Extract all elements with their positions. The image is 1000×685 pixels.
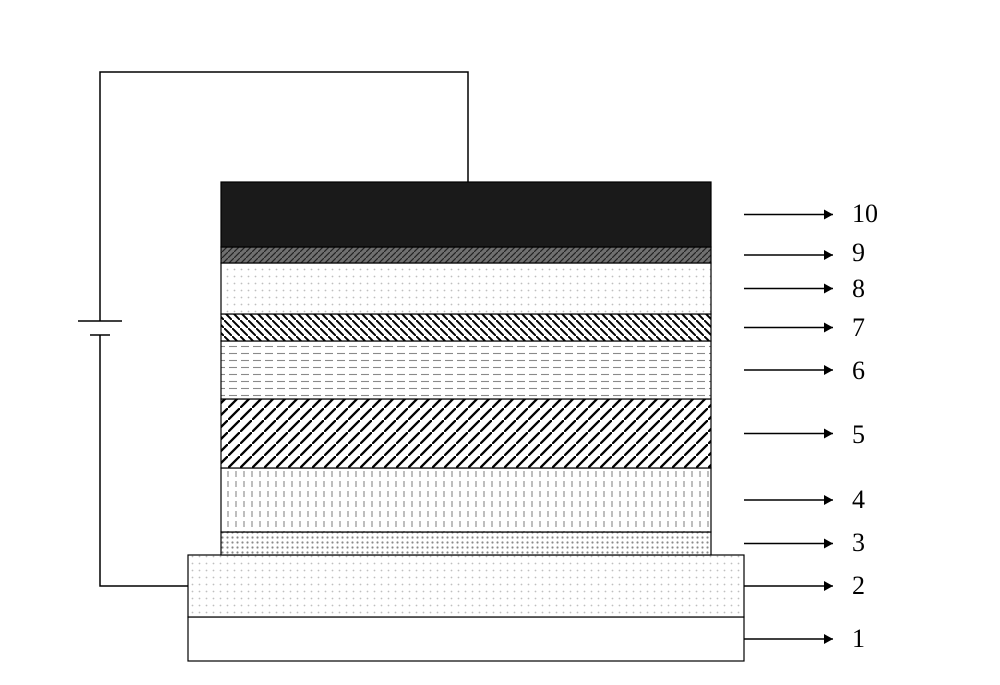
arrow-10: [744, 210, 833, 220]
layer-4: [221, 468, 711, 532]
arrow-3: [744, 539, 833, 549]
labels-group: 1 2 3 4 5 6 7 8 9 10: [852, 199, 878, 653]
layer-1: [188, 617, 744, 661]
layer-10: [221, 182, 711, 247]
layer-6: [221, 341, 711, 399]
layer-stack: [188, 182, 744, 661]
arrow-7: [744, 323, 833, 333]
layer-2: [188, 555, 744, 617]
layer-5: [221, 399, 711, 468]
arrow-8: [744, 284, 833, 294]
layer-9: [221, 247, 711, 263]
arrow-4: [744, 495, 833, 505]
label-5: 5: [852, 420, 865, 449]
layer-8: [221, 263, 711, 314]
label-1: 1: [852, 624, 865, 653]
label-4: 4: [852, 485, 865, 514]
wire-bottom: [100, 335, 188, 586]
label-7: 7: [852, 313, 865, 342]
label-2: 2: [852, 571, 865, 600]
label-8: 8: [852, 274, 865, 303]
label-9: 9: [852, 238, 865, 267]
label-6: 6: [852, 356, 865, 385]
layer-3: [221, 532, 711, 555]
arrow-1: [744, 634, 833, 644]
arrow-5: [744, 429, 833, 439]
diagram-svg: 1 2 3 4 5 6 7 8 9 10: [0, 0, 1000, 685]
arrows-group: [744, 210, 833, 644]
label-3: 3: [852, 528, 865, 557]
arrow-2: [744, 581, 833, 591]
layer-7: [221, 314, 711, 341]
arrow-9: [744, 250, 833, 260]
arrow-6: [744, 365, 833, 375]
label-10: 10: [852, 199, 878, 228]
